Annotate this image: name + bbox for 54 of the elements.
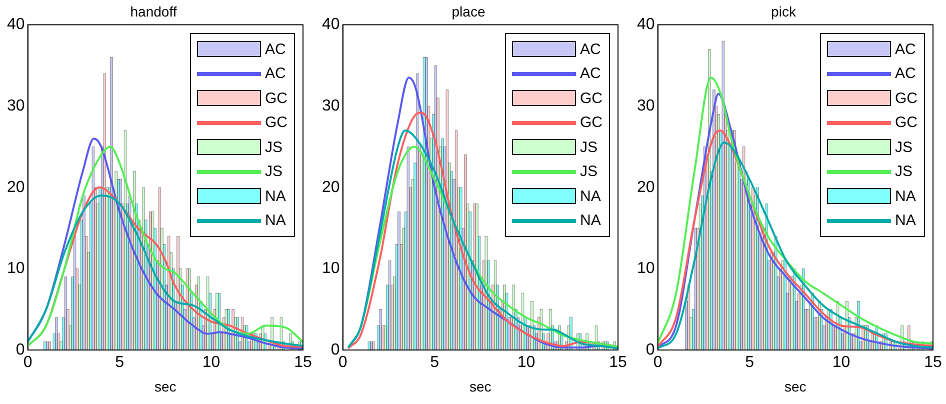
y-tick-label: 40 [637,16,655,34]
x-tick-label: 5 [115,354,124,372]
y-tick-label: 10 [637,260,655,278]
x-axis-title: sec [784,378,806,394]
y-tick-label: 40 [7,16,25,34]
legend-label: GC [580,90,602,107]
y-tick-label: 30 [637,98,655,115]
legend-label: GC [580,114,602,132]
legend-label: AC [895,40,916,58]
y-tick-label: 10 [7,260,25,278]
legend-label: GC [895,90,918,107]
legend-label: JS [895,138,913,156]
legend-label: JS [265,163,283,180]
legend-label: NA [895,212,916,230]
legend-label: JS [580,163,598,180]
legend-label: AC [895,65,916,82]
legend-label: GC [895,114,918,132]
legend-label: NA [580,212,601,230]
x-tick-label: 5 [745,354,754,372]
x-tick-label: 5 [430,354,440,372]
legend-label: AC [580,65,601,82]
legend-label: NA [265,212,286,230]
legend-label: JS [265,138,283,156]
chart-title: handoff [130,3,177,20]
legend-label: AC [265,40,286,58]
legend-label: AC [580,40,601,58]
chart-title: pick [771,3,797,20]
x-tick-label: 10 [517,354,536,372]
x-tick-label: 15 [924,354,942,372]
legend-label: NA [580,188,601,205]
chart-title: place [452,3,486,20]
y-tick-label: 20 [322,178,340,196]
x-axis-title: sec [470,378,492,394]
y-tick-label: 20 [637,178,655,196]
x-tick-label: 10 [202,354,220,372]
y-tick-label: 20 [7,178,25,196]
x-tick-label: 15 [609,354,627,372]
legend-label: NA [265,188,286,205]
legend-label: AC [265,65,286,82]
x-axis-title: sec [154,378,176,394]
y-tick-label: 10 [322,260,340,278]
y-tick-label: 30 [322,98,340,115]
y-tick-label: 0 [330,341,340,358]
y-tick-label: 40 [322,16,340,34]
legend-label: JS [580,138,598,156]
x-tick-label: 15 [294,354,312,372]
x-tick-label: 10 [832,354,850,372]
y-tick-label: 0 [646,341,655,358]
y-tick-label: 30 [7,98,25,115]
y-tick-label: 0 [16,341,25,358]
legend-label: GC [265,114,288,132]
legend-label: GC [265,90,288,107]
legend-label: NA [895,188,916,205]
legend-label: JS [895,163,913,180]
